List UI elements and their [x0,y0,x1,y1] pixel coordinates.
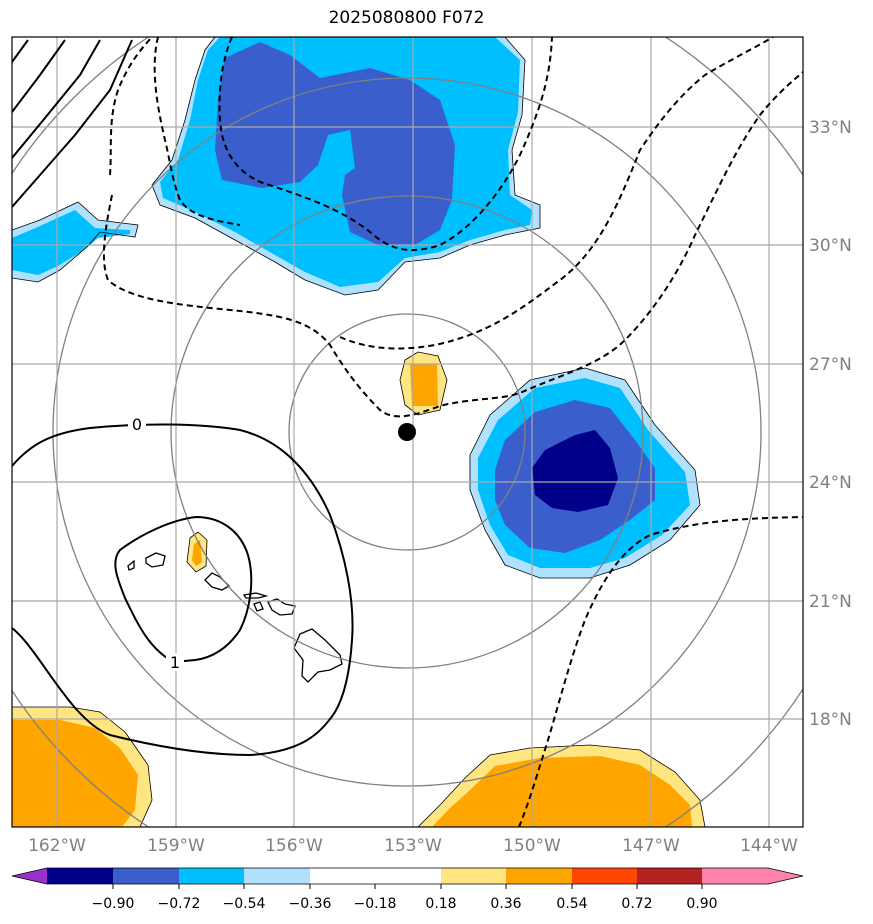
shading-outlines [12,37,706,827]
solid-contours [12,39,354,757]
colorbar-bin [375,868,441,884]
shade-deep-sky-blue [12,210,130,275]
lon-label: 147°W [622,836,680,856]
map-area [12,37,803,827]
contour-label-zero: 0 [132,415,142,434]
colorbar-bin [244,868,310,884]
colorbar-bin [47,868,113,884]
map-title: 2025080800 F072 [328,8,485,28]
lat-label: 21°N [809,592,852,612]
lon-label: 150°W [503,836,561,856]
colorbar-tick-label: 0.36 [490,896,521,912]
shade-orange [192,540,202,566]
hawaiian-islands [127,552,343,683]
contour-label-bg [128,415,146,433]
range-rings [12,37,803,827]
contour-label-bg [166,653,184,671]
lon-label: 159°W [147,836,205,856]
colorbar-bin [310,868,375,884]
positive-anomaly-small [187,352,447,572]
colorbar-tick-label: −0.36 [289,896,332,912]
lon-label: 144°W [740,836,798,856]
colorbar-outline [11,867,804,885]
island-lanai [253,601,264,612]
lat-label: 33°N [809,118,852,138]
colorbar-tick-label: 0.90 [686,896,717,912]
lat-label: 27°N [809,355,852,375]
graticule [12,37,803,827]
contour-label-one: 1 [170,653,180,672]
island-hawaii [293,628,343,683]
colorbar-extend-low [12,868,47,884]
storm-center-marker [398,423,416,441]
colorbar-tick-label: −0.18 [354,896,397,912]
colorbar-tick-label: −0.90 [92,896,135,912]
colorbar-bin [702,868,768,884]
colorbar-bin [113,868,179,884]
colorbar-tick-label: 0.72 [621,896,652,912]
colorbar-bin [441,868,506,884]
contour-0 [12,423,354,757]
colorbar-tick-label: −0.72 [158,896,201,912]
lat-label: 24°N [809,473,852,493]
lat-label: 18°N [809,710,852,730]
colorbar-bin [506,868,572,884]
lat-label: 30°N [809,236,852,256]
dashed-contours [102,37,803,827]
negative-anomaly-west [12,202,138,282]
shade-dark-blue [532,430,618,512]
shade-orange [410,364,438,406]
shade-orange [12,720,138,827]
island-niihau [127,559,135,571]
lon-label: 153°W [384,836,442,856]
colorbar-bin [572,868,637,884]
colorbar-tick-label: −0.54 [223,896,266,912]
lon-label: 162°W [28,836,86,856]
colorbar-tickmarks [112,884,703,889]
map-frame [11,36,804,828]
colorbar-extend-high [768,868,803,884]
lon-label: 156°W [265,836,323,856]
latitude-labels: 33°N 30°N 27°N 24°N 21°N 18°N [809,118,852,730]
colorbar-tick-label: 0.18 [425,896,456,912]
contour-1 [114,515,253,664]
shade-royal-blue [215,42,455,246]
longitude-labels: 162°W 159°W 156°W 153°W 150°W 147°W 144°… [28,836,798,856]
colorbar: −0.90 −0.72 −0.54 −0.36 −0.18 0.18 0.36 … [11,867,804,912]
negative-anomaly-top [152,37,540,295]
colorbar-bin [637,868,702,884]
colorbar-bin [179,868,244,884]
island-kauai [145,552,166,568]
colorbar-tick-label: 0.54 [556,896,587,912]
